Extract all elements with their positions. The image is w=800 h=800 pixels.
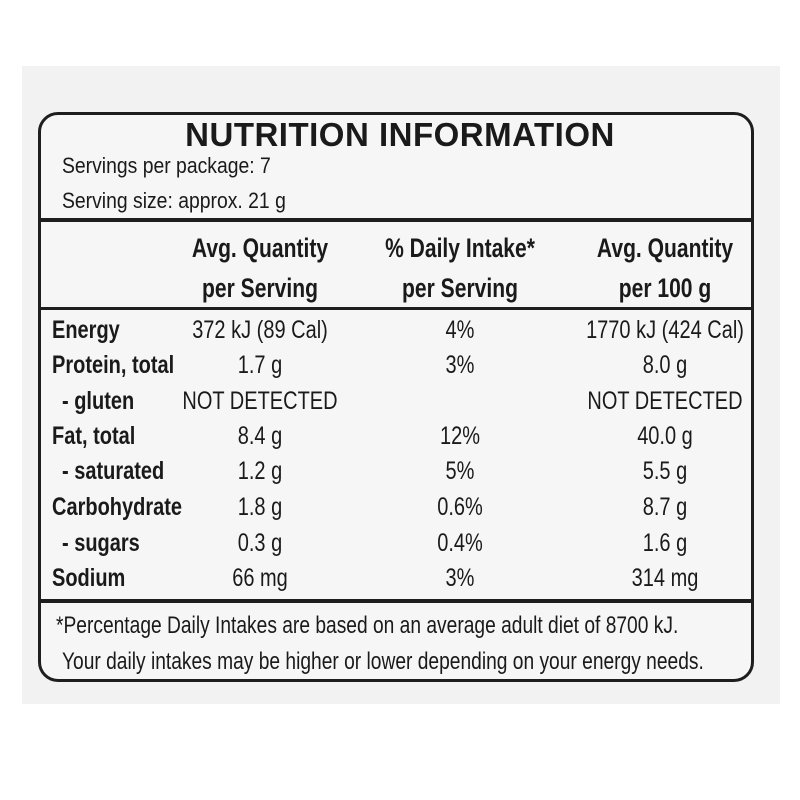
serving-size: Serving size: approx. 21 g — [62, 188, 286, 213]
nutrient-row-gluten: - gluten NOT DETECTED NOT DETECTED — [0, 384, 800, 419]
column-header-daily-intake-line1: % Daily Intake* — [385, 233, 535, 263]
nutrient-name: Protein, total — [52, 351, 175, 379]
column-header-per-serving-line2: per Serving — [202, 273, 318, 303]
daily-intake-value: 0.6% — [437, 493, 483, 521]
nutrient-name: Fat, total — [52, 422, 136, 450]
per-serving-value: 66 mg — [232, 564, 288, 592]
daily-intake-value: 3% — [445, 564, 475, 592]
per-100g-value: 40.0 g — [637, 422, 693, 450]
daily-intake-value: 4% — [445, 316, 475, 344]
nutrient-row-saturated: - saturated 1.2 g 5% 5.5 g — [0, 454, 800, 489]
per-serving-value: 1.7 g — [237, 351, 283, 379]
nutrient-name: - sugars — [62, 529, 140, 557]
per-100g-value: NOT DETECTED — [587, 387, 743, 415]
nutrient-row-sugars: - sugars 0.3 g 0.4% 1.6 g — [0, 526, 800, 561]
column-header-per-100g: Avg. Quantity per 100 g — [571, 228, 758, 308]
column-header-daily-intake-line2: per Serving — [402, 273, 518, 303]
per-100g-value: 5.5 g — [642, 457, 688, 485]
per-100g-value: 1.6 g — [642, 529, 688, 557]
daily-intake-value: 12% — [439, 422, 481, 450]
daily-intake-value: 0.4% — [437, 529, 483, 557]
panel-title: NUTRITION INFORMATION — [185, 116, 615, 153]
daily-intake-value: 5% — [445, 457, 475, 485]
daily-intake-value: 3% — [445, 351, 475, 379]
per-100g-value: 8.0 g — [642, 351, 688, 379]
nutrient-row-protein: Protein, total 1.7 g 3% 8.0 g — [0, 348, 800, 383]
nutrient-row-sodium: Sodium 66 mg 3% 314 mg — [0, 561, 800, 596]
nutrient-row-energy: Energy 372 kJ (89 Cal) 4% 1770 kJ (424 C… — [0, 313, 800, 348]
per-serving-value: NOT DETECTED — [182, 387, 338, 415]
nutrient-name: - saturated — [62, 457, 165, 485]
per-100g-value: 8.7 g — [642, 493, 688, 521]
servings-per-package: Servings per package: 7 — [62, 153, 271, 178]
per-serving-value: 372 kJ (89 Cal) — [192, 316, 328, 344]
nutrition-panel — [38, 112, 754, 682]
nutrient-row-fat: Fat, total 8.4 g 12% 40.0 g — [0, 419, 800, 454]
column-header-per-serving-line1: Avg. Quantity — [191, 233, 329, 263]
footnote-line-2: Your daily intakes may be higher or lowe… — [62, 648, 704, 675]
header-divider — [40, 218, 752, 222]
per-100g-value: 314 mg — [631, 564, 699, 592]
column-header-per-serving: Avg. Quantity per Serving — [166, 228, 353, 308]
nutrient-name: Energy — [52, 316, 120, 344]
footnote-divider — [40, 599, 752, 603]
nutrient-row-carbohydrate: Carbohydrate 1.8 g 0.6% 8.7 g — [0, 490, 800, 525]
nutrient-name: Carbohydrate — [52, 493, 183, 521]
per-serving-value: 1.2 g — [237, 457, 283, 485]
per-serving-value: 8.4 g — [237, 422, 283, 450]
per-serving-value: 1.8 g — [237, 493, 283, 521]
nutrient-name: - gluten — [62, 387, 135, 415]
nutrient-name: Sodium — [52, 564, 126, 592]
footnote-line-1: *Percentage Daily Intakes are based on a… — [56, 612, 679, 639]
column-header-per-100g-line1: Avg. Quantity — [596, 233, 734, 263]
per-100g-value: 1770 kJ (424 Cal) — [586, 316, 744, 344]
column-header-per-100g-line2: per 100 g — [618, 273, 712, 303]
column-header-daily-intake: % Daily Intake* per Serving — [366, 228, 553, 308]
per-serving-value: 0.3 g — [237, 529, 283, 557]
column-header-divider — [40, 307, 752, 310]
